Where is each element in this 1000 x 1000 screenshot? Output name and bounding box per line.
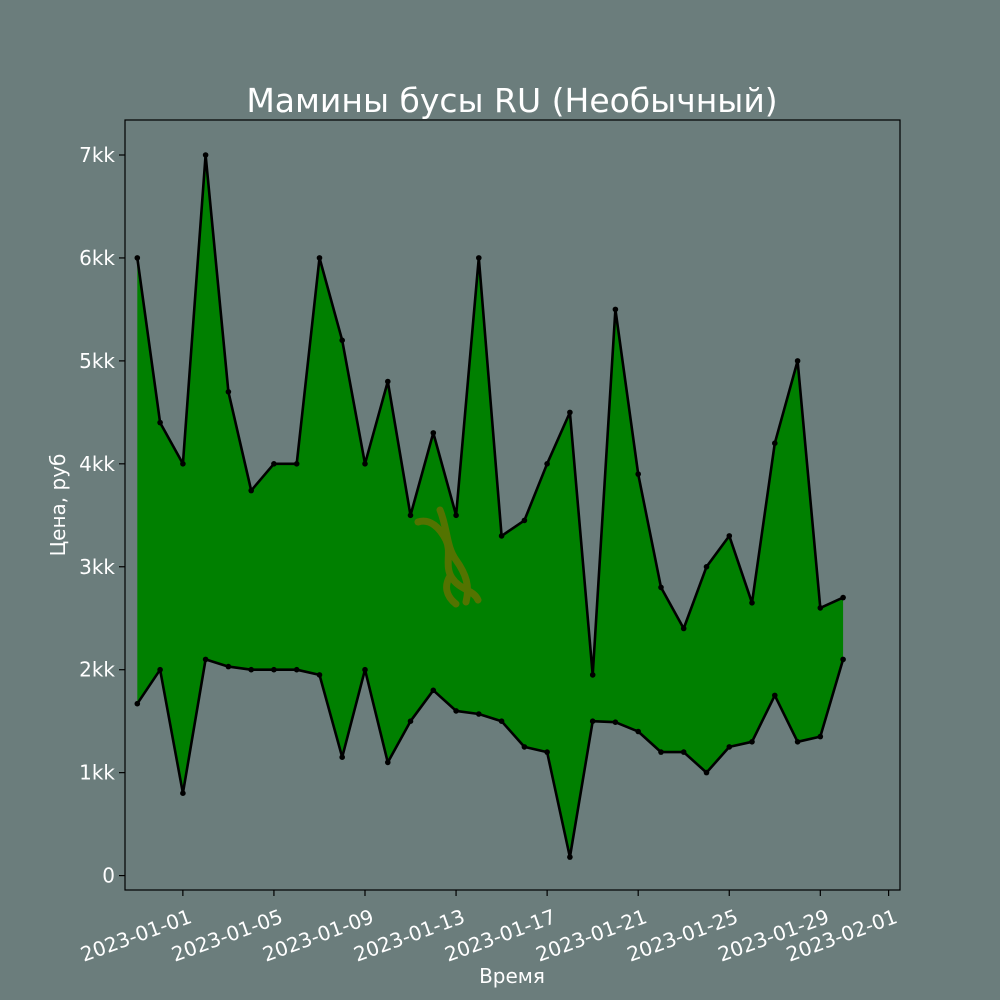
plot-area	[124, 119, 901, 891]
data-point-min-23	[658, 749, 664, 755]
data-point-min-10	[362, 666, 368, 673]
data-point-max-8	[316, 255, 323, 261]
y-tick-label-3: 3kk	[79, 555, 115, 579]
price-band	[137, 155, 844, 858]
series-line-max	[136, 153, 844, 677]
data-point-max-10	[362, 461, 368, 467]
data-point-max-19	[567, 409, 573, 416]
data-point-min-31	[840, 656, 846, 663]
x-axis-label: Время	[479, 964, 545, 988]
data-point-max-30	[817, 605, 824, 611]
data-point-min-26	[726, 744, 733, 750]
data-point-min-3	[202, 656, 209, 663]
chart-title: Мамины бусы RU (Необычный)	[246, 81, 777, 120]
data-point-min-29	[794, 739, 801, 745]
data-point-max-12	[407, 512, 414, 519]
data-point-min-13	[430, 687, 437, 694]
data-point-max-23	[658, 584, 664, 591]
y-tick-label-5: 5kk	[79, 349, 115, 373]
data-point-max-3	[202, 152, 209, 158]
data-point-max-29	[794, 358, 801, 364]
y-tick-label-0: 0	[102, 864, 115, 888]
data-point-min-27	[749, 739, 755, 745]
data-point-min-8	[316, 672, 323, 678]
data-point-max-27	[749, 600, 755, 606]
data-point-min-21	[612, 719, 619, 725]
data-point-min-5	[248, 666, 254, 673]
y-tick-label-6: 6kk	[79, 246, 115, 270]
data-point-max-2	[180, 461, 186, 467]
data-point-max-26	[726, 533, 733, 539]
data-point-max-31	[840, 594, 846, 601]
data-point-max-6	[271, 461, 277, 467]
data-point-min-20	[589, 718, 596, 724]
data-point-min-17	[521, 744, 528, 750]
data-point-min-11	[385, 759, 391, 766]
data-point-max-22	[635, 471, 641, 477]
price-points	[134, 152, 846, 860]
data-point-min-4	[225, 663, 232, 670]
data-point-min-16	[498, 718, 505, 724]
y-tick-label-7: 7kk	[79, 143, 115, 167]
data-point-max-28	[772, 440, 778, 447]
y-axis: 0 1kk 2kk 3kk 4kk 5kk 6kk 7kk	[79, 143, 125, 888]
data-point-max-24	[680, 625, 687, 632]
data-point-min-18	[544, 749, 550, 755]
data-point-max-13	[430, 430, 437, 436]
data-point-max-14	[453, 512, 459, 519]
data-point-min-0	[134, 700, 141, 707]
data-point-min-12	[407, 718, 414, 724]
area-fill	[137, 155, 844, 858]
data-point-max-7	[293, 461, 300, 467]
data-point-max-18	[544, 461, 550, 467]
y-tick-label-2: 2kk	[79, 658, 115, 682]
data-point-min-24	[680, 749, 687, 755]
data-point-min-25	[703, 769, 710, 776]
data-point-max-4	[225, 389, 232, 395]
data-point-min-28	[772, 692, 778, 699]
series-line-min	[136, 658, 845, 859]
data-point-min-15	[476, 711, 482, 717]
data-point-max-1	[157, 419, 163, 426]
price-lines	[136, 153, 845, 859]
data-point-max-16	[498, 533, 505, 539]
data-point-max-17	[521, 517, 528, 524]
watermark-shape	[414, 506, 482, 608]
data-point-min-14	[453, 708, 459, 714]
data-point-max-11	[385, 378, 391, 385]
data-point-max-0	[134, 255, 141, 261]
data-point-min-9	[339, 754, 346, 760]
data-point-min-19	[567, 854, 573, 860]
data-point-min-22	[635, 728, 641, 735]
data-point-min-2	[180, 790, 186, 796]
data-point-max-25	[703, 564, 710, 570]
data-point-min-1	[157, 666, 163, 673]
data-point-max-15	[476, 255, 482, 261]
data-point-max-20	[589, 672, 596, 678]
data-point-max-9	[339, 337, 346, 344]
data-point-max-5	[248, 487, 254, 494]
y-tick-label-4: 4kk	[79, 452, 115, 476]
y-tick-label-1: 1kk	[79, 761, 115, 785]
data-point-min-7	[293, 666, 300, 673]
y-axis-label: Цена, руб	[46, 454, 70, 557]
watermark-logo	[414, 506, 482, 608]
data-point-min-30	[817, 733, 824, 740]
data-point-max-21	[612, 306, 619, 313]
data-point-min-6	[271, 666, 277, 673]
